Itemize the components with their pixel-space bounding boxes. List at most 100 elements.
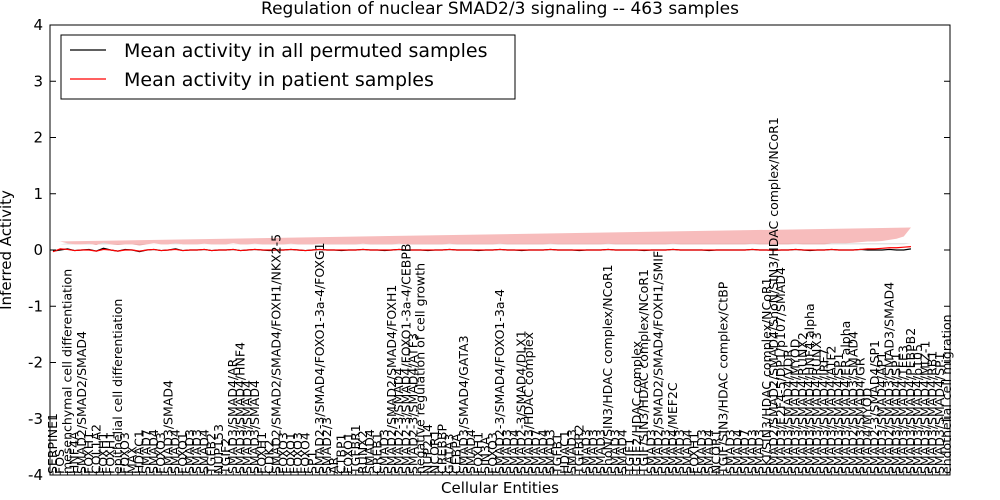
x-tick-label: SMAD3 [658,429,673,474]
x-tick-label: SMAD3 [182,429,197,474]
x-tick-label: SMAD7 [139,429,154,474]
x-tick-label: SMAD3/SMAD4/p105 [910,344,925,474]
x-tick-label: SMAD3/SMAD4 [247,380,262,474]
band-series-1 [53,227,911,246]
y-tick-label: 1 [33,185,43,203]
x-tick-label: TGIF/SIN3/HDAC complex/NCoR1 [636,269,651,475]
x-tick-label: SMAD3/SMAD4 [160,380,175,474]
x-tick-label: HNF4A [67,431,82,474]
x-tick-label: SMAD2-3/SMAD4 [391,368,406,474]
x-tick-label: SMAD3 [752,429,767,474]
x-tick-label: SIN3A [478,436,493,474]
x-tick-label: SMAD3 [593,429,608,474]
x-tick-label: SMAD3/SMAD4/AR [225,358,240,474]
x-tick-label: TGIF1 [622,438,637,475]
x-tick-label: SMAD3 [694,429,709,474]
x-tick-label: FOXH1 [95,432,110,474]
x-tick-label: FOXO1 [283,432,298,474]
x-tick-label: SMAD2-3/SMAD4/DLX1 [514,330,529,474]
x-tick-label: TGFB2 [204,433,219,475]
x-tick-label: negative regulation of cell growth [413,263,428,474]
x-tick-label: SMAD4 [679,429,694,474]
x-tick-label: SMAD3/E2F4-5/DP1/p107/SMAD4 [773,267,788,474]
x-tick-label: SMAD3/SMAD4/HNF4 [232,342,247,474]
x-tick-label: TGFBR2 [571,424,586,475]
x-tick-label: CEBPA [449,433,464,474]
x-tick-label: FOXO3 [276,432,291,474]
x-tick-label: SMAD3 [564,429,579,474]
x-tick-label: SMAD4 [701,429,716,474]
x-tick-label: SMAD7 [737,429,752,474]
x-tick-label: FOXO3 [485,432,500,474]
x-tick-label: SMAD2/SMAD2/SMAD4/FOXH1/NKX2-5 [269,234,284,474]
x-tick-label: SMAD3 [723,429,738,474]
x-tick-label: SMAD3/SMAD4/RUNX3 [809,332,824,474]
line-series-1 [52,246,911,253]
y-tick-label: 3 [33,72,43,90]
x-tick-label: SMAD4 [362,429,377,474]
x-tick-label: SMAD3/SMAD4/TFE3 [896,345,911,474]
x-tick-label: FOXH1 [687,432,702,474]
x-tick-label: SMAD2/SMAD3/SMAD3/SMAD4 [881,282,896,474]
x-tick-label: SMAD4 [146,429,161,474]
x-tick-label: SMAD3 [586,429,601,474]
x-tick-label: TGIF/SIN3/HDAC complex/CtBP [716,281,731,475]
x-tick-label: SMAD3 [377,429,392,474]
x-tick-label: SERPINE1 [45,413,60,474]
x-tick-label: SMAD3/SMAD4/SP1 [889,352,904,474]
x-tick-label: FOXO3 [290,432,305,474]
x-tick-label: SMAD2-3/SMAD4/FOXO1-3a-4/FOXG1 [312,242,327,474]
x-tick-label: FOXO1 [175,432,190,474]
x-tick-label: SMAD4 [168,429,183,474]
y-axis-label: Inferred Activity [0,190,15,310]
x-tick-label: SMAD3/SMAD4/RB1 [925,351,940,474]
x-tick-label: SMAD3/SMAD4/SP1 [831,352,846,474]
x-tick-label: SP1 [305,451,320,474]
x-tick-label: SMAD2/SMAD2/SMAD4 [74,331,89,474]
legend-label-patient: Mean activity in patient samples [124,69,434,91]
y-tick-label: 2 [33,129,43,147]
x-tick-label: SMAD2/SMAD2/SMAD4/FOXH1 [384,285,399,474]
x-tick-label: SMAD4/MEF2C [665,382,680,474]
x-tick-label: SMAD4 [506,429,521,474]
x-tick-label: SMAD2-3/SMAD4/SP1 [867,340,882,474]
x-tick-label: TGFBR1 [348,424,363,475]
series-lines [52,246,912,253]
x-tick-label: endothelial cell migration [939,314,954,474]
x-tick-label: SMAD3/SMAD4/SP1 [932,352,947,474]
x-tick-label: SMAD4 [535,429,550,474]
x-tick-label: HDAC1 [557,430,572,474]
x-tick-label: TGIF2/HDAC complex [629,341,644,475]
x-tick-label: SMAD4 [196,429,211,474]
x-tick-label: SMAD3 [607,429,622,474]
x-tick-label: SMAD3/SMAD4/AP1 [874,352,889,474]
x-tick-label: SMAD3/SMAD4/IRF7 [816,348,831,474]
y-tick-label: -2 [28,354,43,372]
confidence-bands [53,227,911,246]
x-tick-label: SMAD3 [744,429,759,474]
x-tick-label: SMAD2-3/SMAD4/FOXO1-3a-4 [492,289,507,474]
x-tick-label: SMAD3/SMAD4/ER alpha [838,321,853,474]
x-tick-label: AR [326,456,341,474]
x-tick-label: FOXH1 [103,432,118,474]
x-tick-label: TGFB1 [550,433,565,475]
x-tick-label: SMAD3/SMAD4/MIZ-1 [917,341,932,474]
x-tick-label: SMAD3 [189,429,204,474]
x-tick-label: CTBP1 [333,434,348,474]
x-tick-label: RUNX2 [355,430,370,474]
x-tick-label: SMAD3 [672,429,687,474]
x-tick-label: SMAD2-3/SMAD4/ATF3 [405,333,420,474]
x-tick-label: SMAD3 [579,429,594,474]
x-tick-label: SMAD2/SMAD2/SMAD4/SnoN/SIN3/HDAC complex… [766,117,781,474]
legend-box [60,34,516,100]
x-tick-label: SMAD3/HDAC complex [521,332,536,474]
x-tick-label: SMAD2/SMAD3/SMAD4 [845,331,860,474]
x-tick-label: FOXH1 [81,432,96,474]
x-tick-label: GATA3 [442,434,457,474]
x-axis-label: Cellular Entities [441,479,559,497]
x-tick-label: SMAD3 [643,429,658,474]
x-tick-label: NCOR1 [708,429,723,474]
x-tick-label: COL1A2 [88,424,103,474]
x-tick-label: SMAD4 [463,429,478,474]
